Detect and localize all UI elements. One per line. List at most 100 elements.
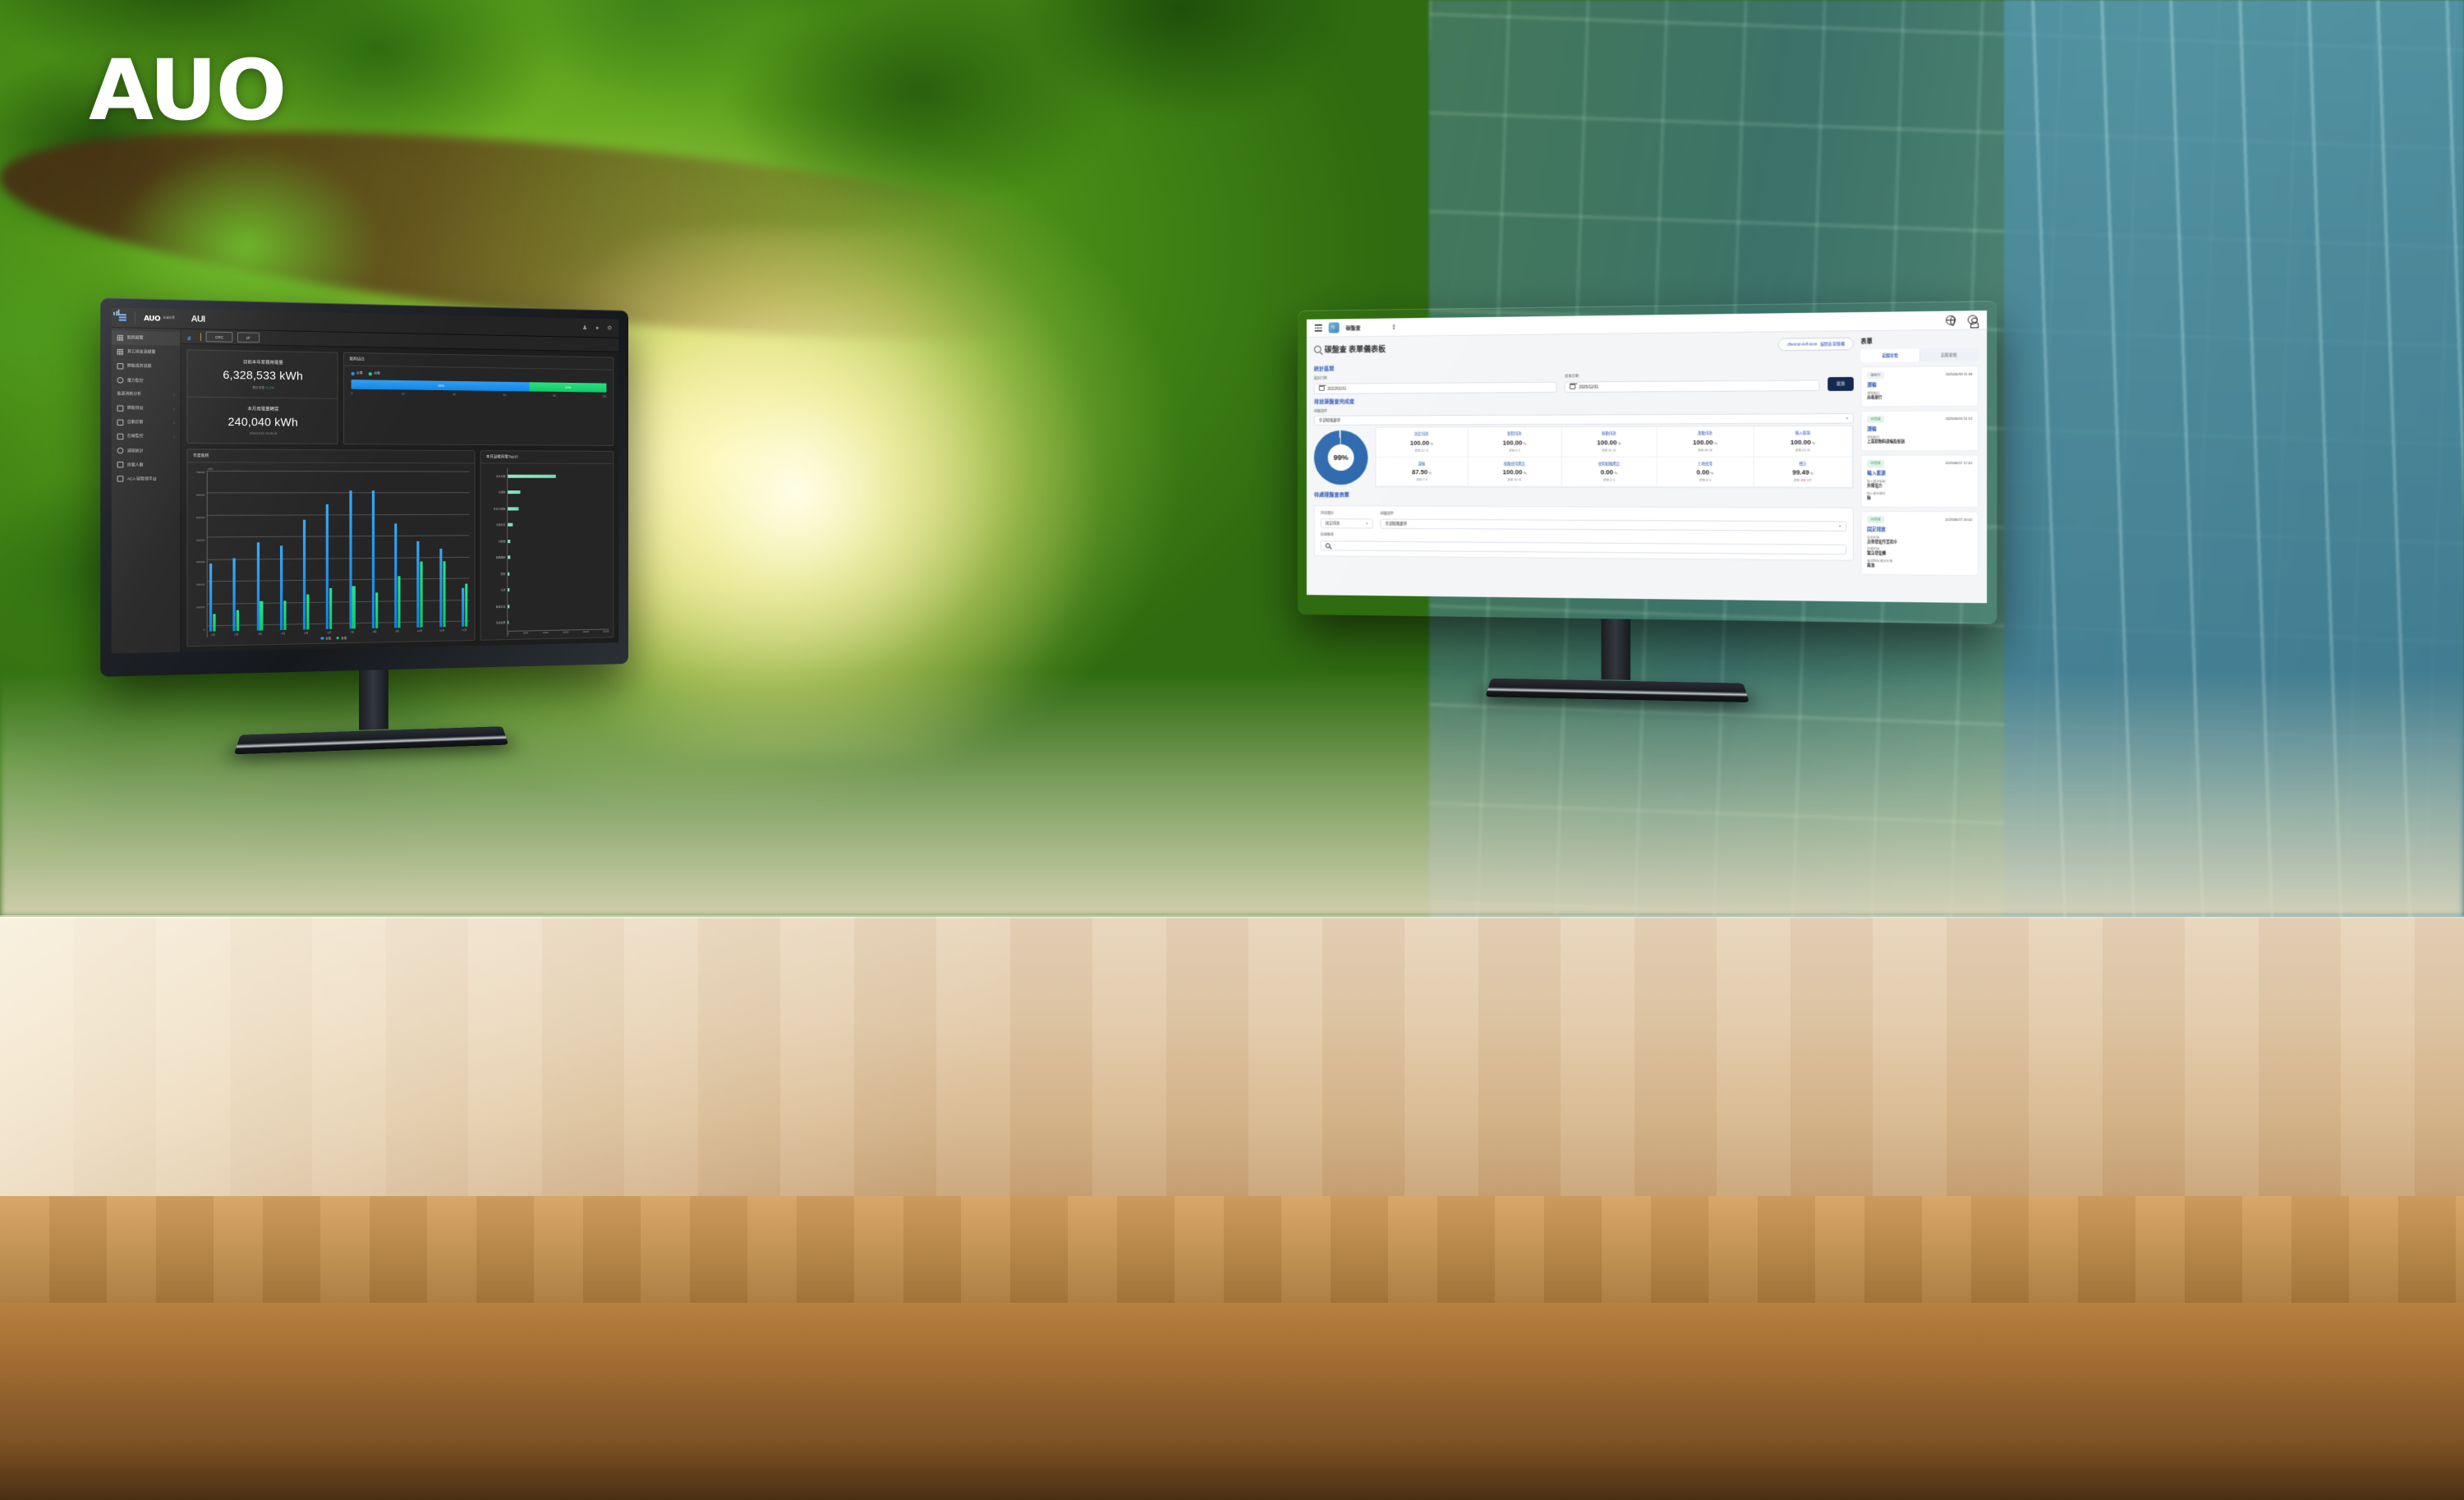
app-body: 碳盤查 表單儀表板 chevron-left-icon 展開表單側欄 統計區間 … bbox=[1307, 329, 1987, 603]
org-boundary-select[interactable]: 全部組織邊界 ▾ bbox=[1313, 413, 1854, 426]
sidebar-item-online-monitor[interactable]: 在線監控 › bbox=[112, 430, 181, 444]
sidebar-item-occupancy[interactable]: 房載人數 bbox=[112, 458, 181, 472]
top10-bar bbox=[508, 588, 510, 592]
tab-recent-updated[interactable]: 近期更新 bbox=[1941, 352, 1957, 357]
keyword-search-input[interactable] bbox=[1320, 540, 1847, 554]
top10-bar-row bbox=[508, 539, 609, 543]
sidebar-item-saving-tracking[interactable]: 節能成效追蹤 bbox=[112, 359, 181, 375]
completion-card: 移動排放 100.00 % 表單:31/ 31 bbox=[1561, 426, 1657, 458]
top10-category: 照明 bbox=[500, 572, 506, 576]
completion-card-note: 表單:6/ 6 bbox=[1509, 449, 1520, 453]
form-card[interactable]: 填寫中 2025/06/18 11:34 運輸 運輸類別 商務旅行 bbox=[1860, 366, 1979, 407]
start-date-label: 起始日期 bbox=[1313, 375, 1327, 380]
bell-icon[interactable]: ♟ bbox=[582, 324, 588, 331]
top10-chart-card: 本月設備用電Top10 冰水主機 空調箱 外氣空調箱 冷卻水塔 空壓機 抽風機組 照明 空調無… bbox=[480, 450, 614, 641]
hamburger-icon[interactable] bbox=[1314, 324, 1322, 332]
ground-blur bbox=[0, 670, 2464, 917]
form-card-row-value: 商務旅行 bbox=[1867, 394, 1882, 399]
account-icon[interactable] bbox=[1967, 315, 1978, 325]
chevron-updown-icon[interactable]: ▲ ▼ bbox=[1391, 322, 1396, 332]
bar-group bbox=[256, 472, 263, 631]
grid-icon bbox=[117, 348, 124, 356]
monitor-icon bbox=[117, 433, 124, 440]
completion-card: 製程排放 100.00 % 表單:6/ 6 bbox=[1468, 426, 1562, 458]
sidebar-item-energy-overview[interactable]: 能耗總覽 bbox=[111, 330, 181, 347]
pending-filter-row: 排放類別 固定排放 ▾ 組織邊界 全部組織邊界 ▾ bbox=[1320, 511, 1847, 531]
year-energy-chart-card: 年度能耗 kWh 700000 600000 500000 400000 300000 2… bbox=[186, 449, 476, 647]
forms-card-list: 填寫中 2025/06/18 11:34 運輸 運輸類別 商務旅行 已完成 2025/06/… bbox=[1860, 366, 1979, 580]
completion-card-note: 表單:31/ 31 bbox=[1602, 449, 1616, 453]
status-badge: 已完成 bbox=[1867, 516, 1884, 524]
tab-recent-viewed[interactable]: 近期查看 bbox=[1860, 348, 1919, 363]
y-tick: 300000 bbox=[195, 560, 205, 564]
form-card-title: 運輸 bbox=[1867, 426, 1877, 433]
bar-series bbox=[209, 472, 468, 632]
completion-card: 土地使用 0.00 % 表單:0/ 0 bbox=[1657, 457, 1754, 488]
completion-card-title: 製程排放 bbox=[1507, 431, 1522, 436]
category-label: 排放類別 bbox=[1320, 511, 1334, 516]
completion-card-value: 99.49 % bbox=[1792, 468, 1814, 476]
auo-chinese-name: 友達光電 bbox=[163, 315, 175, 320]
sidebar-item-power-monitor[interactable]: 電力監控 bbox=[112, 373, 181, 388]
book-icon bbox=[117, 476, 124, 483]
sidebar-item-carbon-statistics[interactable]: 減碳統計 bbox=[112, 444, 181, 458]
category-field: 排放類別 固定排放 ▾ bbox=[1320, 511, 1373, 529]
tab-grc[interactable]: GRC bbox=[205, 331, 233, 343]
bar-台電 bbox=[416, 541, 420, 628]
sidebar-item-aca-platform[interactable]: ACA 碳管理平台 bbox=[112, 472, 181, 486]
bar-台電 bbox=[348, 490, 352, 629]
auo-brand-logo: AUO 友達光電 bbox=[134, 311, 175, 325]
status-badge: 填寫中 bbox=[1867, 371, 1884, 380]
kpi-sub: 2024/12/12 15:05:18 bbox=[249, 431, 278, 436]
top10-category: 空壓機 bbox=[498, 539, 506, 543]
completion-card-title: 固定排放 bbox=[1414, 431, 1429, 436]
sidebar-item-auto-diagnosis[interactable]: 自動診斷 › bbox=[112, 415, 181, 430]
completion-card-value: 0.00 % bbox=[1696, 468, 1714, 476]
expand-forms-panel-button[interactable]: chevron-left-icon 展開表單側欄 bbox=[1778, 337, 1854, 352]
form-card-header: 已完成 2025/06/17 16:02 bbox=[1867, 516, 1972, 524]
user-icon[interactable]: ● bbox=[595, 324, 600, 331]
completion-card: 總計 99.49 % 表單:196/ 197 bbox=[1754, 457, 1853, 488]
top10-bar-row bbox=[508, 571, 609, 576]
category-select[interactable]: 固定排放 ▾ bbox=[1320, 518, 1373, 529]
y-tick: 200000 bbox=[195, 582, 205, 587]
page-header: 碳盤查 表單儀表板 chevron-left-icon 展開表單側欄 bbox=[1313, 337, 1854, 356]
chevron-right-icon: › bbox=[173, 435, 175, 439]
top10-category: 外氣空調箱 bbox=[493, 507, 506, 511]
end-date-input[interactable]: 2025/12/31 bbox=[1565, 379, 1820, 393]
form-card[interactable]: 已完成 2025/06/17 17:01 輸入能源 輸入能源種類 外購電力 輸入能源儲存無 bbox=[1860, 454, 1979, 508]
gear-icon[interactable]: ⚙ bbox=[607, 325, 613, 332]
chevron-right-icon: › bbox=[173, 406, 175, 412]
sidebar-item-other-sources[interactable]: 其它排放源總覽 bbox=[112, 345, 181, 361]
globe-icon[interactable] bbox=[1946, 315, 1956, 325]
y-tick: 700000 bbox=[195, 470, 205, 475]
x-tick: 2月 bbox=[234, 632, 239, 636]
form-card-row-value: 外購電力 bbox=[1867, 483, 1882, 488]
top10-x-ticks: 0 5000 10000 15000 20000 25000 bbox=[508, 628, 609, 637]
form-card-row-value: 其他發電作業程序 bbox=[1867, 539, 1897, 544]
sidebar-item-label: 房載人數 bbox=[126, 462, 144, 467]
completion-card-note: 表單:0/ 0 bbox=[1699, 478, 1711, 482]
hamburger-icon[interactable] bbox=[118, 314, 126, 321]
org-select[interactable]: 全部組織邊界 ▾ bbox=[1380, 518, 1847, 531]
search-button[interactable]: 查詢 bbox=[1827, 376, 1854, 391]
panel-title: 年度能耗 bbox=[187, 449, 475, 464]
sidebar-item-saving-benefit[interactable]: 節能效益 › bbox=[112, 401, 181, 416]
sidebar-item-consumption-analysis[interactable]: 能源消耗分析 › bbox=[112, 309, 181, 402]
form-card-row: 製程名稱 其他發電作業程序 bbox=[1867, 535, 1972, 545]
completion-card: 組織使用產品 100.00 % 表單:76/ 76 bbox=[1468, 457, 1562, 487]
chevron-down-icon: ▾ bbox=[1846, 416, 1849, 421]
bar-group bbox=[326, 472, 333, 629]
form-card[interactable]: 已完成 2025/06/05 11:12 運輸 運輸類別 上游原物料運輸及配送 bbox=[1860, 410, 1979, 452]
top10-x-tick: 20000 bbox=[582, 630, 590, 634]
completion-card-title: 運輸 bbox=[1418, 461, 1426, 466]
top10-plot: 0 5000 10000 15000 20000 25000 bbox=[507, 467, 609, 637]
tab-1f[interactable]: 1F bbox=[237, 332, 260, 343]
form-card[interactable]: 已完成 2025/06/17 16:02 固定排放 製程名稱 其他發電作業程序 設備名稱緊… bbox=[1860, 510, 1979, 577]
sidebar-item-label: 在線監控 bbox=[126, 434, 144, 439]
y-tick: 500000 bbox=[195, 515, 205, 519]
start-date-input[interactable]: 2022/01/01 bbox=[1313, 381, 1557, 394]
form-card-row: 輸入能源種類 外購電力 bbox=[1867, 479, 1972, 489]
chevron-right-icon: › bbox=[173, 392, 175, 398]
top10-bar-row bbox=[508, 619, 609, 625]
